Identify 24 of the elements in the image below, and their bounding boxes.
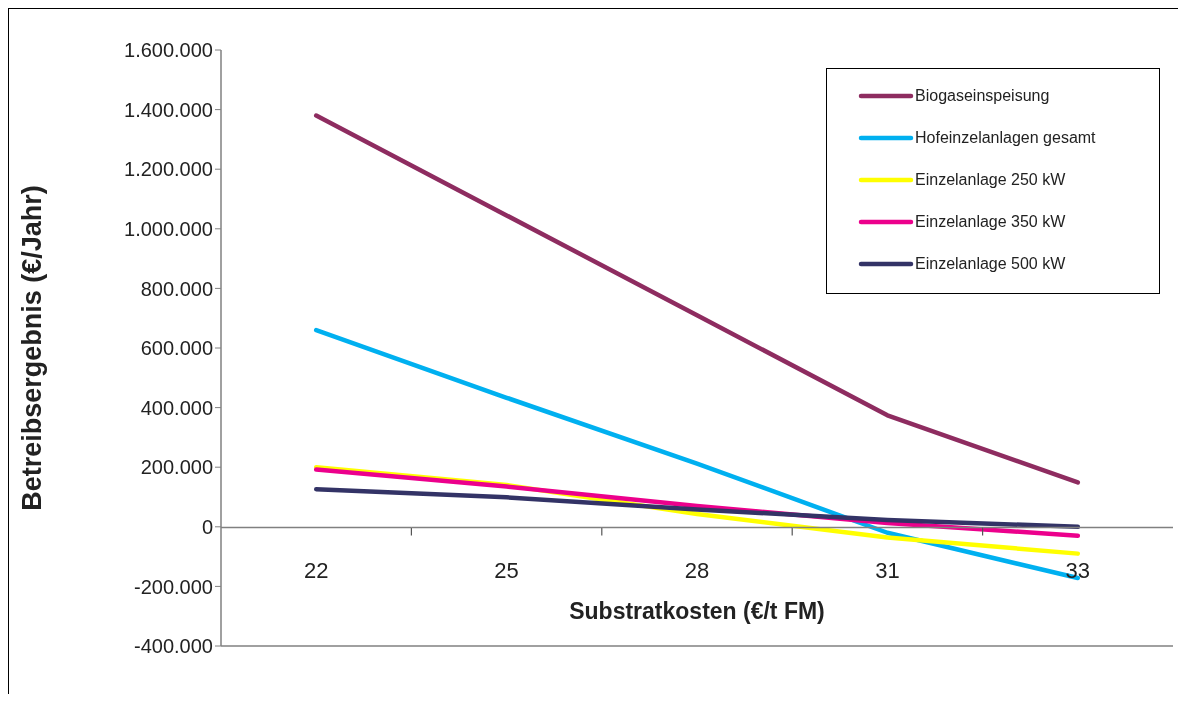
legend-label: Hofeinzelanlagen gesamt	[915, 129, 1096, 147]
y-tick-label: 1.600.000	[124, 39, 213, 62]
y-tick-label: -200.000	[134, 575, 213, 598]
x-tick-label: 28	[684, 557, 710, 583]
y-tick-label: 1.400.000	[124, 98, 213, 121]
y-tick-label: 1.000.000	[124, 217, 213, 240]
y-tick-label: 1.200.000	[124, 158, 213, 181]
x-tick-label: 25	[494, 557, 519, 583]
x-tick-label: 33	[1065, 557, 1091, 583]
x-tick-label: 22	[303, 557, 329, 583]
x-axis-title: Substratkosten (€/t FM)	[568, 597, 826, 625]
y-tick-label: 0	[201, 515, 213, 538]
y-tick-label: 600.000	[140, 337, 213, 360]
y-axis-title: Betreibsergebnis (€/Jahr)	[16, 185, 47, 511]
line-series	[313, 487, 1081, 530]
y-tick-label: -400.000	[134, 635, 213, 658]
legend-label: Einzelanlage 350 kW	[915, 213, 1066, 231]
y-tick-label: 200.000	[140, 456, 213, 479]
y-tick-label: 400.000	[140, 396, 213, 419]
y-tick-label: 800.000	[140, 277, 213, 300]
legend-label: Einzelanlage 500 kW	[915, 255, 1066, 273]
x-tick-label: 31	[875, 557, 900, 583]
legend-label: Einzelanlage 250 kW	[915, 171, 1066, 189]
legend-label: Biogaseinspeisung	[915, 87, 1050, 105]
